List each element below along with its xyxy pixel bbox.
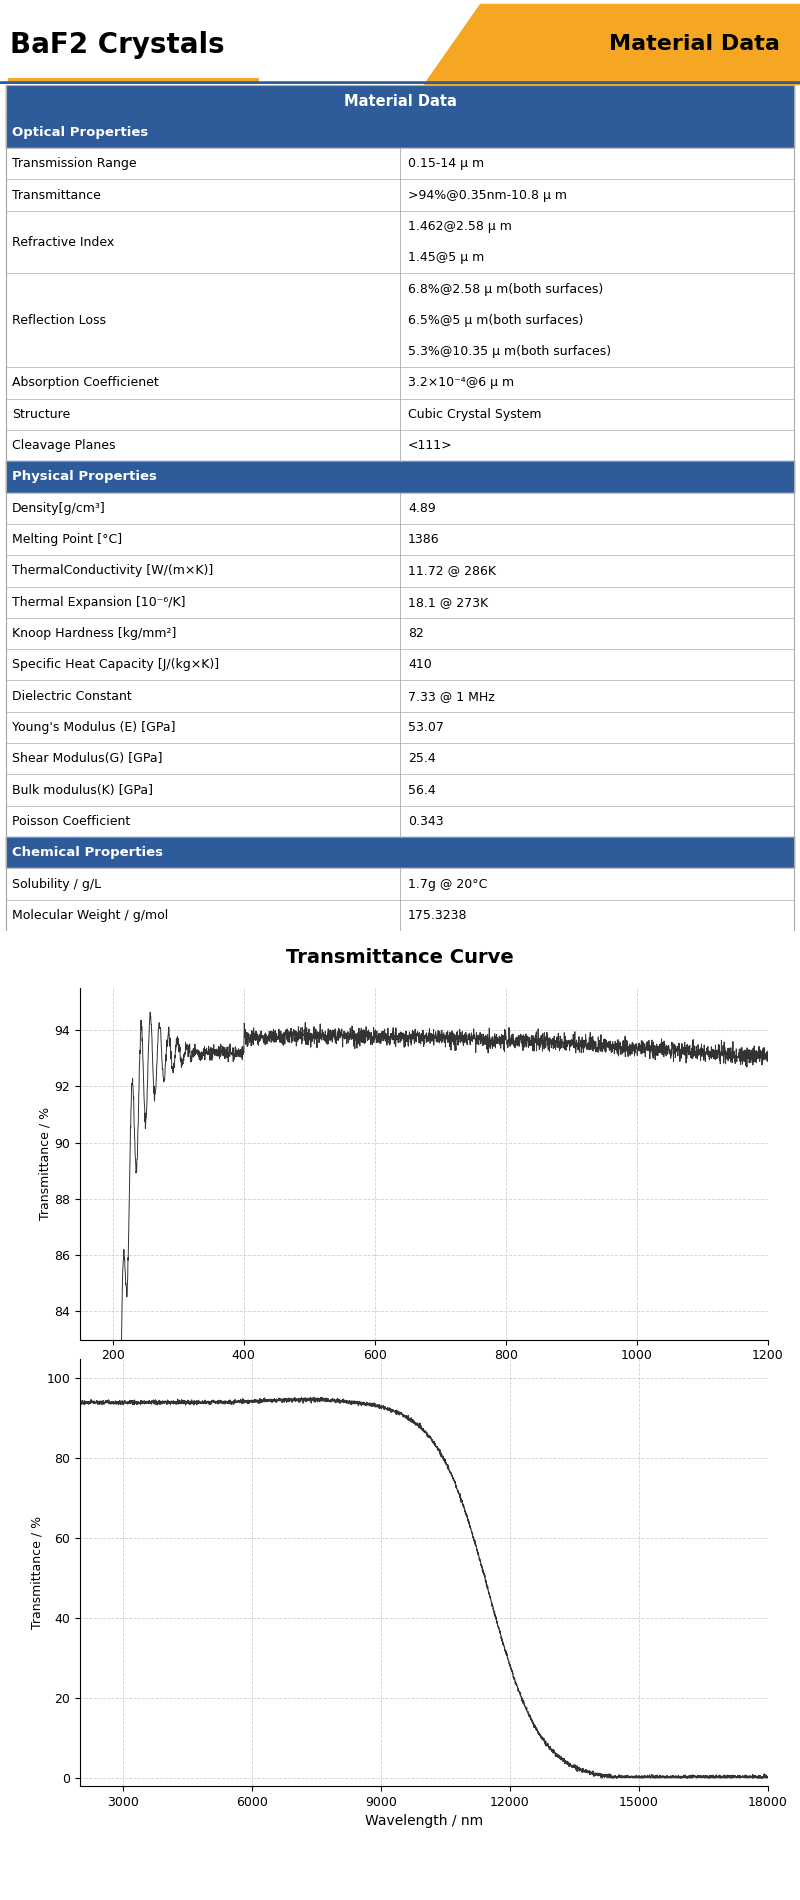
Text: Absorption Coefficienet: Absorption Coefficienet <box>12 376 158 390</box>
Text: 410: 410 <box>408 657 432 671</box>
Text: 18.1 @ 273K: 18.1 @ 273K <box>408 597 488 608</box>
Polygon shape <box>424 4 800 84</box>
Text: Young's Modulus (E) [GPa]: Young's Modulus (E) [GPa] <box>12 720 175 733</box>
Text: Transmission Range: Transmission Range <box>12 158 137 171</box>
Text: Melting Point [°C]: Melting Point [°C] <box>12 534 122 545</box>
Text: 6.8%@2.58 μ m(both surfaces): 6.8%@2.58 μ m(both surfaces) <box>408 283 603 296</box>
Text: Dielectric Constant: Dielectric Constant <box>12 690 132 703</box>
Text: Refractive Index: Refractive Index <box>12 236 114 249</box>
Text: Thermal Expansion [10⁻⁶/K]: Thermal Expansion [10⁻⁶/K] <box>12 597 186 608</box>
Y-axis label: Transmittance / %: Transmittance / % <box>38 1108 51 1220</box>
Text: 5.3%@10.35 μ m(both surfaces): 5.3%@10.35 μ m(both surfaces) <box>408 346 611 359</box>
Text: 1.45@5 μ m: 1.45@5 μ m <box>408 251 484 264</box>
Text: 25.4: 25.4 <box>408 752 436 766</box>
Text: 0.343: 0.343 <box>408 815 444 828</box>
Text: Transmittance Curve: Transmittance Curve <box>286 948 514 967</box>
Text: Specific Heat Capacity [J/(kg×K)]: Specific Heat Capacity [J/(kg×K)] <box>12 657 219 671</box>
Text: 175.3238: 175.3238 <box>408 908 467 922</box>
Text: Chemical Properties: Chemical Properties <box>12 846 163 859</box>
Text: 3.2×10⁻⁴@6 μ m: 3.2×10⁻⁴@6 μ m <box>408 376 514 390</box>
Text: 1.7g @ 20°C: 1.7g @ 20°C <box>408 878 487 891</box>
Text: 82: 82 <box>408 627 424 640</box>
Text: Material Data: Material Data <box>609 34 780 53</box>
Text: Poisson Coefficient: Poisson Coefficient <box>12 815 130 828</box>
Text: Shear Modulus(G) [GPa]: Shear Modulus(G) [GPa] <box>12 752 162 766</box>
Text: Reflection Loss: Reflection Loss <box>12 314 106 327</box>
Text: 1386: 1386 <box>408 534 440 545</box>
Text: 0.15-14 μ m: 0.15-14 μ m <box>408 158 484 171</box>
Text: Optical Properties: Optical Properties <box>12 125 148 139</box>
X-axis label: Wavelength / nm: Wavelength / nm <box>365 1814 483 1828</box>
Text: BaF2 Crystals: BaF2 Crystals <box>10 30 225 59</box>
Text: 7.33 @ 1 MHz: 7.33 @ 1 MHz <box>408 690 494 703</box>
Text: Knoop Hardness [kg/mm²]: Knoop Hardness [kg/mm²] <box>12 627 176 640</box>
Text: 1.462@2.58 μ m: 1.462@2.58 μ m <box>408 220 512 234</box>
Text: Molecular Weight / g/mol: Molecular Weight / g/mol <box>12 908 168 922</box>
Text: 53.07: 53.07 <box>408 720 444 733</box>
Text: Transmittance: Transmittance <box>12 188 101 201</box>
Text: Bulk modulus(K) [GPa]: Bulk modulus(K) [GPa] <box>12 783 153 796</box>
Text: Material Data: Material Data <box>343 93 457 108</box>
Text: 11.72 @ 286K: 11.72 @ 286K <box>408 564 496 578</box>
Text: Structure: Structure <box>12 408 70 420</box>
Text: Solubility / g/L: Solubility / g/L <box>12 878 101 891</box>
Text: Cleavage Planes: Cleavage Planes <box>12 439 115 452</box>
Text: 56.4: 56.4 <box>408 783 436 796</box>
Text: ThermalConductivity [W/(m×K)]: ThermalConductivity [W/(m×K)] <box>12 564 214 578</box>
X-axis label: Wavelength / nm: Wavelength / nm <box>365 1368 483 1381</box>
Y-axis label: Transmittance / %: Transmittance / % <box>30 1516 44 1628</box>
Text: Physical Properties: Physical Properties <box>12 471 157 483</box>
Text: 4.89: 4.89 <box>408 502 436 515</box>
Text: Cubic Crystal System: Cubic Crystal System <box>408 408 542 420</box>
Text: 6.5%@5 μ m(both surfaces): 6.5%@5 μ m(both surfaces) <box>408 314 583 327</box>
Text: Density[g/cm³]: Density[g/cm³] <box>12 502 106 515</box>
Text: >94%@0.35nm-10.8 μ m: >94%@0.35nm-10.8 μ m <box>408 188 567 201</box>
Text: <111>: <111> <box>408 439 453 452</box>
